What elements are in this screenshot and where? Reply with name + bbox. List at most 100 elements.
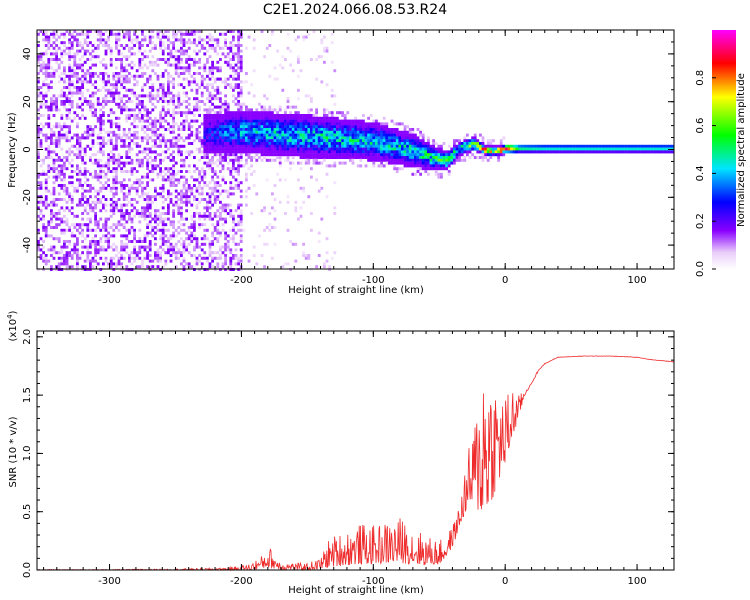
- heatmap-cell: [78, 181, 82, 185]
- heatmap-cell: [146, 206, 149, 210]
- heatmap-cell: [76, 114, 79, 117]
- heatmap-cell: [44, 102, 48, 106]
- heatmap-cell: [161, 35, 165, 39]
- heatmap-cell: [385, 125, 389, 129]
- heatmap-cell: [68, 55, 71, 59]
- heatmap-cell: [273, 133, 277, 137]
- heatmap-cell: [60, 256, 64, 260]
- heatmap-cell: [325, 195, 329, 199]
- heatmap-cell: [276, 156, 279, 159]
- heatmap-cell: [161, 49, 165, 53]
- heatmap-cell: [60, 128, 64, 131]
- heatmap-cell: [167, 63, 170, 67]
- heatmap-cell: [187, 265, 191, 269]
- heatmap-cell: [107, 167, 110, 171]
- heatmap-cell: [393, 161, 396, 165]
- heatmap-cell: [330, 136, 334, 140]
- heatmap-cell: [109, 234, 113, 238]
- heatmap-cell: [286, 144, 290, 148]
- heatmap-cell: [414, 139, 417, 143]
- heatmap-cell: [424, 156, 428, 159]
- heatmap-cell: [294, 150, 298, 154]
- heatmap-cell: [362, 144, 365, 148]
- heatmap-cell: [463, 158, 467, 162]
- heatmap-cell: [317, 161, 321, 165]
- heatmap-cell: [120, 245, 123, 249]
- heatmap-cell: [96, 30, 100, 33]
- heatmap-cell: [245, 150, 248, 154]
- heatmap-cell: [650, 147, 654, 151]
- heatmap-cell: [151, 200, 155, 204]
- heatmap-cell: [50, 200, 53, 204]
- heatmap-cell: [122, 130, 126, 134]
- heatmap-cell: [146, 192, 149, 196]
- heatmap-cell: [375, 150, 378, 154]
- heatmap-cell: [525, 150, 529, 154]
- heatmap-cell: [437, 158, 441, 162]
- heatmap-cell: [255, 122, 259, 126]
- heatmap-cell: [143, 83, 147, 87]
- heatmap-cell: [408, 136, 412, 140]
- heatmap-cell: [94, 30, 97, 33]
- heatmap-cell: [239, 158, 243, 162]
- heatmap-cell: [398, 130, 402, 134]
- heatmap-cell: [99, 60, 103, 64]
- heatmap-cell: [440, 161, 443, 165]
- heatmap-cell: [198, 100, 201, 103]
- heatmap-cell: [317, 125, 321, 129]
- heatmap-cell: [42, 245, 45, 249]
- heatmap-cell: [440, 144, 443, 148]
- heatmap-cell: [63, 231, 66, 235]
- heatmap-cell: [239, 153, 243, 157]
- heatmap-cell: [432, 150, 435, 154]
- heatmap-cell: [278, 178, 282, 182]
- heatmap-cell: [148, 259, 152, 263]
- heatmap-cell: [424, 158, 428, 162]
- heatmap-cell: [242, 228, 246, 232]
- heatmap-cell: [655, 150, 659, 154]
- heatmap-cell: [89, 184, 92, 187]
- heatmap-cell: [481, 153, 485, 157]
- heatmap-cell: [229, 265, 233, 269]
- heatmap-cell: [141, 52, 144, 56]
- heatmap-cell: [234, 262, 238, 266]
- heatmap-cell: [130, 228, 134, 232]
- heatmap-cell: [120, 156, 123, 159]
- heatmap-cell: [247, 114, 251, 117]
- heatmap-cell: [226, 142, 230, 145]
- heatmap-cell: [102, 142, 105, 145]
- heatmap-cell: [138, 256, 142, 260]
- heatmap-cell: [81, 133, 84, 137]
- heatmap-cell: [250, 128, 253, 131]
- heatmap-cell: [271, 128, 274, 131]
- heatmap-cell: [221, 52, 225, 56]
- heatmap-cell: [200, 170, 204, 173]
- heatmap-cell: [141, 181, 144, 185]
- heatmap-cell: [169, 175, 173, 179]
- heatmap-cell: [206, 74, 209, 78]
- heatmap-cell: [481, 139, 485, 143]
- heatmap-cell: [351, 119, 355, 123]
- heatmap-cell: [177, 136, 181, 140]
- heatmap-cell: [330, 256, 334, 260]
- heatmap-cell: [323, 142, 326, 145]
- heatmap-cell: [89, 195, 92, 199]
- heatmap-cell: [78, 167, 82, 171]
- heatmap-cell: [65, 228, 69, 232]
- heatmap-cell: [161, 231, 165, 235]
- heatmap-cell: [226, 248, 230, 252]
- heatmap-cell: [258, 128, 261, 131]
- heatmap-cell: [406, 147, 409, 151]
- heatmap-cell: [81, 195, 84, 199]
- heatmap-cell: [156, 175, 160, 179]
- heatmap-cell: [211, 94, 214, 98]
- heatmap-cell: [393, 153, 396, 157]
- heatmap-cell: [580, 147, 584, 151]
- heatmap-cell: [453, 142, 456, 145]
- heatmap-cell: [81, 44, 84, 47]
- heatmap-cell: [471, 144, 474, 148]
- heatmap-cell: [198, 136, 201, 140]
- heatmap-cell: [273, 147, 277, 151]
- heatmap-cell: [406, 125, 409, 129]
- heatmap-cell: [221, 133, 225, 137]
